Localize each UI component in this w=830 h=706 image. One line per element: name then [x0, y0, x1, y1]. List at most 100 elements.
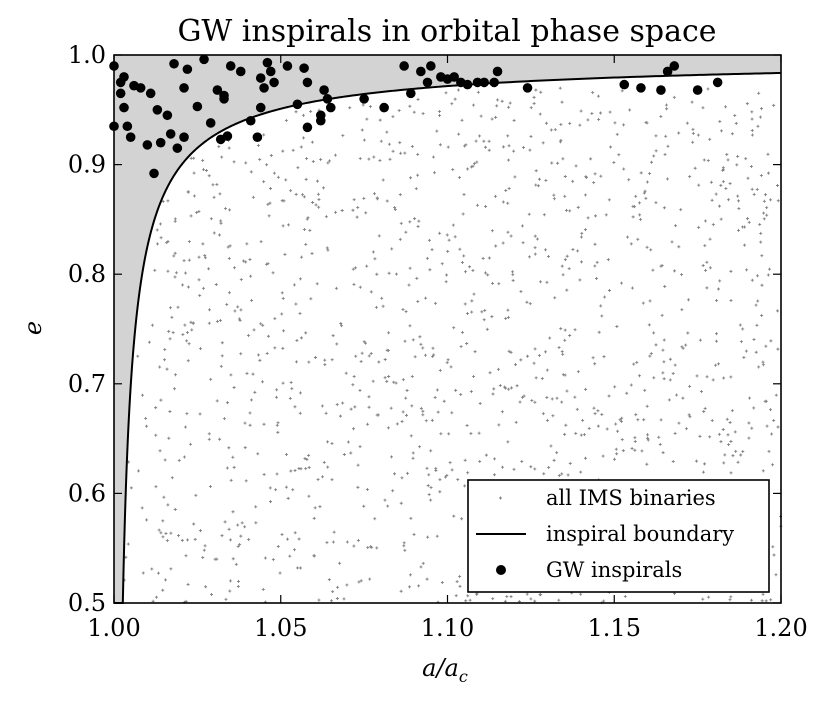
ims-binary-point — [304, 467, 308, 471]
ims-binary-point — [559, 327, 563, 331]
ims-binary-point — [506, 308, 510, 312]
ims-binary-point — [207, 432, 211, 436]
ims-binary-point — [468, 598, 472, 602]
ims-binary-point — [654, 149, 658, 153]
ims-binary-point — [500, 410, 504, 414]
ims-binary-point — [593, 264, 597, 268]
ims-binary-point — [395, 422, 399, 426]
ims-binary-point — [198, 412, 202, 416]
ims-binary-point — [275, 472, 279, 476]
gw-inspiral-point — [245, 115, 256, 126]
gw-inspiral-point — [462, 79, 473, 90]
ims-binary-point — [761, 469, 765, 473]
ims-binary-point — [367, 405, 371, 409]
ims-binary-point — [299, 467, 303, 471]
ims-binary-point — [744, 157, 748, 161]
ims-binary-point — [658, 442, 662, 446]
ims-binary-point — [634, 413, 638, 417]
ims-binary-point — [736, 460, 740, 464]
ims-binary-point — [474, 139, 478, 143]
ims-binary-point — [295, 360, 299, 364]
ims-binary-point — [387, 331, 391, 335]
ims-binary-point — [162, 495, 166, 499]
ims-binary-point — [356, 463, 360, 467]
ims-binary-point — [750, 110, 754, 114]
ims-binary-point — [513, 175, 517, 179]
ims-binary-point — [497, 423, 501, 427]
ims-binary-point — [642, 191, 646, 195]
ims-binary-point — [597, 330, 601, 334]
ims-binary-point — [211, 183, 215, 187]
ims-binary-point — [648, 171, 652, 175]
ims-binary-point — [335, 342, 339, 346]
ims-binary-point — [553, 296, 557, 300]
ims-binary-point — [386, 426, 390, 430]
ims-binary-point — [201, 242, 205, 246]
ims-binary-point — [708, 266, 712, 270]
ims-binary-point — [450, 102, 454, 106]
ims-binary-point — [291, 148, 295, 152]
ims-binary-point — [573, 328, 577, 332]
ims-binary-point — [281, 346, 285, 350]
ims-binary-point — [759, 231, 763, 235]
ims-binary-point — [494, 244, 498, 248]
ims-binary-point — [728, 182, 732, 186]
ims-binary-point — [507, 158, 511, 162]
gw-inspiral-point — [182, 64, 193, 75]
ims-binary-point — [707, 595, 711, 599]
ims-binary-point — [266, 202, 270, 206]
gw-inspiral-point — [406, 88, 416, 99]
gw-inspiral-point — [252, 132, 263, 142]
ims-binary-point — [776, 425, 780, 429]
ims-binary-point — [772, 418, 776, 422]
ims-binary-point — [408, 266, 412, 270]
ims-binary-point — [693, 166, 697, 170]
ims-binary-point — [164, 578, 168, 582]
ims-binary-point — [187, 342, 191, 346]
ims-binary-point — [351, 383, 355, 387]
ims-binary-point — [446, 249, 450, 253]
ims-binary-point — [638, 201, 642, 205]
ims-binary-point — [652, 331, 656, 335]
ims-binary-point — [201, 158, 205, 162]
ims-binary-point — [411, 456, 415, 460]
ims-binary-point — [716, 287, 720, 291]
ims-binary-point — [321, 475, 325, 479]
ims-binary-point — [701, 106, 705, 110]
ims-binary-point — [646, 433, 650, 437]
ims-binary-point — [579, 592, 583, 596]
ims-binary-point — [671, 372, 675, 376]
ims-binary-point — [454, 594, 458, 598]
ims-binary-point — [228, 208, 232, 212]
ims-binary-point — [445, 473, 449, 477]
ims-binary-point — [511, 270, 515, 274]
ims-binary-point — [729, 298, 733, 302]
ims-binary-point — [618, 418, 622, 422]
gw-inspiral-point — [416, 66, 426, 77]
ims-binary-point — [607, 198, 611, 202]
ims-binary-point — [214, 282, 218, 286]
ims-binary-point — [571, 248, 575, 252]
gw-inspiral-point — [302, 77, 313, 88]
ims-binary-point — [352, 282, 356, 286]
gw-inspiral-point — [282, 61, 293, 71]
ims-binary-point — [416, 225, 420, 229]
ims-binary-point — [710, 419, 714, 423]
ims-binary-point — [265, 351, 269, 355]
ims-binary-point — [723, 453, 727, 457]
ims-binary-point — [207, 174, 211, 178]
ims-binary-point — [686, 331, 690, 335]
ims-binary-point — [616, 429, 620, 433]
ims-binary-point — [525, 300, 529, 304]
gw-inspiral-point — [379, 102, 389, 113]
y-tick-label: 0.5 — [68, 589, 106, 617]
x-tick-label: 1.15 — [588, 614, 641, 642]
ims-binary-point — [529, 135, 533, 139]
ims-binary-point — [228, 589, 232, 593]
ims-binary-point — [209, 484, 213, 488]
ims-binary-point — [328, 159, 332, 163]
ims-binary-point — [688, 175, 692, 179]
gw-inspiral-point — [162, 110, 173, 121]
ims-binary-point — [366, 546, 370, 550]
ims-binary-point — [367, 395, 371, 399]
